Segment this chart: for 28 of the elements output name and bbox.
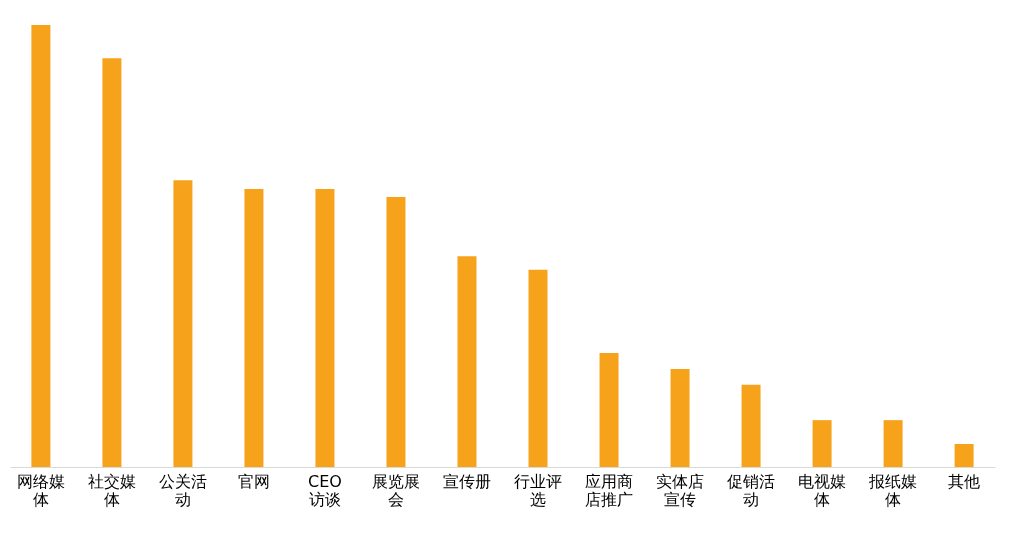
x-tick-label: 宣传册	[442, 471, 491, 491]
bar	[173, 180, 193, 467]
x-tick-label: 展览展会	[371, 471, 420, 509]
bar	[812, 420, 832, 467]
x-tick-label: 其他	[948, 471, 981, 491]
x-tick-label: 应用商店推广	[585, 471, 634, 509]
x-tick-label: 实体店宣传	[656, 471, 705, 509]
x-tick-label: 促销活动	[727, 471, 776, 509]
x-tick-label: 公关活动	[158, 471, 207, 509]
bar	[386, 196, 406, 467]
x-tick-label: 网络媒体	[16, 471, 65, 509]
bar	[528, 269, 548, 467]
bar	[670, 368, 690, 467]
bar	[883, 420, 903, 467]
bar	[244, 188, 264, 467]
bar	[599, 352, 619, 467]
bar	[315, 188, 335, 467]
bar	[31, 25, 51, 467]
x-tick-label: 报纸媒体	[868, 471, 918, 509]
bar	[457, 256, 477, 467]
x-tick-label: 电视媒体	[798, 471, 847, 509]
x-tick-label: 社交媒体	[87, 471, 136, 509]
bar	[102, 58, 122, 467]
x-tick-label: 行业评选	[514, 471, 563, 509]
x-tick-label: 官网	[237, 471, 270, 491]
bar	[741, 384, 761, 467]
x-tick-label: CEO 访谈	[308, 471, 342, 509]
bar	[954, 444, 974, 467]
